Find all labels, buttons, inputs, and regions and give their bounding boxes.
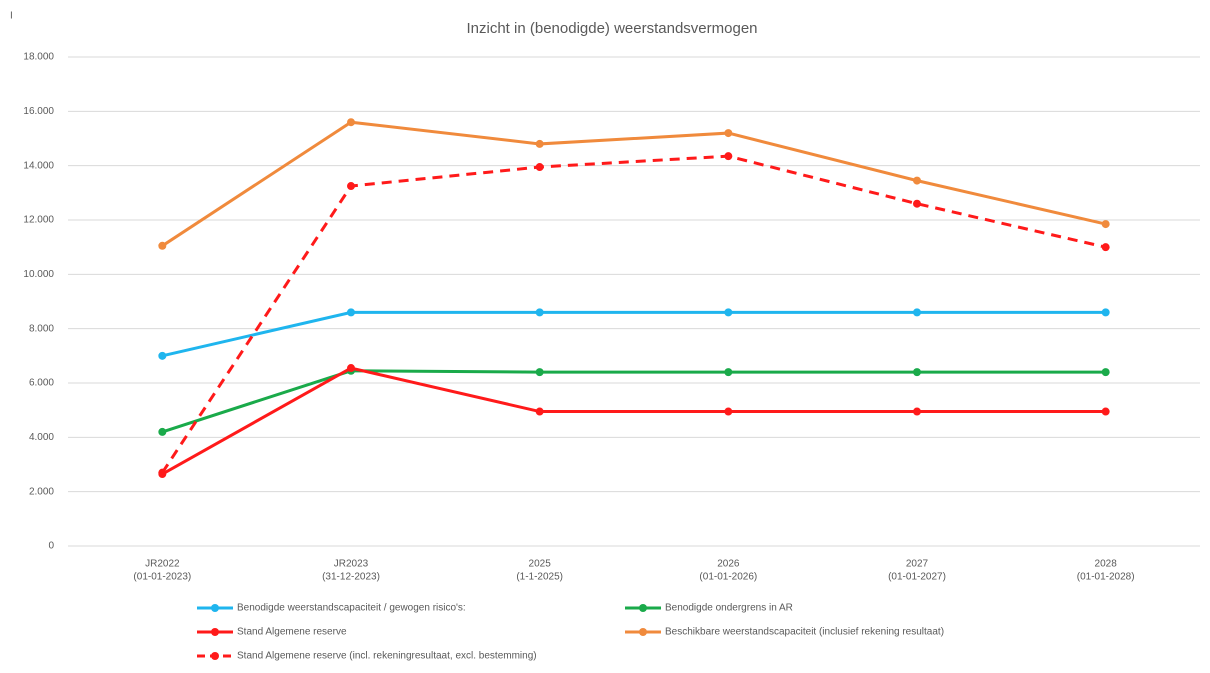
x-tick-label: 2027 xyxy=(906,559,929,570)
data-point xyxy=(913,407,921,416)
y-tick-label: 8.000 xyxy=(29,323,54,334)
legend-label: Benodigde ondergrens in AR xyxy=(665,603,793,614)
data-point xyxy=(1101,243,1110,252)
data-point xyxy=(913,368,921,377)
annotation: I xyxy=(10,11,13,22)
x-tick-label: JR2022 xyxy=(145,559,180,570)
data-point xyxy=(724,129,733,138)
series-line xyxy=(161,154,1107,474)
legend-marker xyxy=(639,628,647,636)
data-point xyxy=(535,163,544,172)
legend-label: Stand Algemene reserve (incl. rekeningre… xyxy=(237,651,537,662)
series-line xyxy=(161,366,1106,476)
data-point xyxy=(724,152,733,161)
y-tick-label: 2.000 xyxy=(29,486,54,497)
data-point xyxy=(724,308,733,317)
y-tick-label: 12.000 xyxy=(23,215,54,226)
legend-marker xyxy=(211,652,219,660)
data-point xyxy=(535,139,544,148)
y-tick-label: 4.000 xyxy=(29,432,54,443)
y-tick-label: 14.000 xyxy=(23,160,54,171)
x-tick-label: (01-01-2027) xyxy=(888,572,946,583)
data-point xyxy=(535,407,544,416)
data-point xyxy=(347,308,355,317)
x-tick-label: 2025 xyxy=(529,559,552,570)
data-point xyxy=(1101,368,1110,377)
y-tick-label: 18.000 xyxy=(23,52,54,63)
y-tick-label: 10.000 xyxy=(23,269,54,280)
series-line xyxy=(161,120,1107,248)
x-tick-label: 2026 xyxy=(717,559,740,570)
data-point xyxy=(347,182,355,191)
legend-label: Benodigde weerstandscapaciteit / gewogen… xyxy=(237,603,466,614)
y-tick-label: 16.000 xyxy=(23,106,54,117)
data-point xyxy=(913,199,921,208)
data-point xyxy=(347,118,355,127)
legend-marker xyxy=(211,604,219,612)
data-point xyxy=(158,468,167,477)
x-tick-label: (01-01-2026) xyxy=(699,572,757,583)
legend-label: Stand Algemene reserve xyxy=(237,627,347,638)
data-point xyxy=(535,308,544,317)
data-point xyxy=(158,241,167,250)
legend-label: Beschikbare weerstandscapaciteit (inclus… xyxy=(665,627,944,638)
data-point xyxy=(1101,220,1110,229)
series-line xyxy=(161,310,1106,358)
data-point xyxy=(724,407,733,416)
y-tick-label: 6.000 xyxy=(29,378,54,389)
x-tick-label: JR2023 xyxy=(334,559,369,570)
chart-title: Inzicht in (benodigde) weerstandsvermoge… xyxy=(467,20,758,37)
data-point xyxy=(913,176,921,185)
y-tick-label: 0 xyxy=(48,541,54,552)
data-point xyxy=(158,351,167,360)
data-point xyxy=(1101,308,1110,317)
x-tick-label: (01-01-2028) xyxy=(1077,572,1135,583)
data-point xyxy=(158,427,167,436)
legend-marker xyxy=(211,628,219,636)
x-tick-label: 2028 xyxy=(1095,559,1118,570)
data-point xyxy=(913,308,921,317)
legend-marker xyxy=(639,604,647,612)
series-line xyxy=(161,369,1106,434)
data-point xyxy=(1101,407,1110,416)
data-point xyxy=(347,364,355,373)
x-tick-label: (1-1-2025) xyxy=(516,572,563,583)
data-point xyxy=(535,368,544,377)
x-tick-label: (31-12-2023) xyxy=(322,572,380,583)
data-point xyxy=(724,368,733,377)
x-tick-label: (01-01-2023) xyxy=(133,572,191,583)
